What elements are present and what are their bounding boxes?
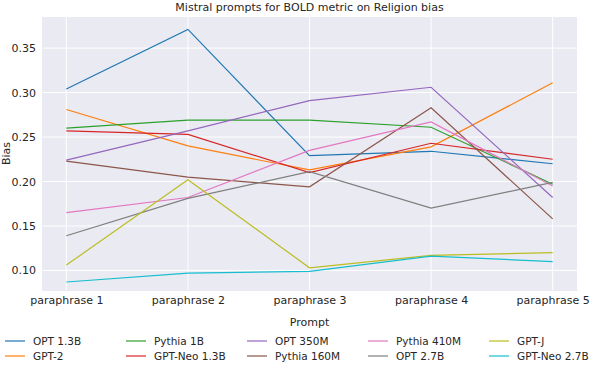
legend-item: OPT 1.3B bbox=[5, 335, 81, 347]
x-tick: paraphrase 5 bbox=[517, 290, 590, 307]
legend-label: OPT 350M bbox=[275, 335, 328, 347]
grid bbox=[42, 17, 577, 290]
y-tick-label: 0.25 bbox=[12, 131, 37, 144]
legend-label: OPT 2.7B bbox=[396, 350, 444, 362]
x-tick-label: paraphrase 5 bbox=[517, 294, 590, 307]
legend-swatch bbox=[247, 340, 267, 341]
legend-item: Pythia 1B bbox=[126, 335, 204, 347]
legend-swatch bbox=[489, 355, 509, 356]
title: Mistral prompts for BOLD metric on Relig… bbox=[175, 1, 444, 14]
legend-label: GPT-2 bbox=[33, 350, 63, 362]
series-line bbox=[66, 83, 552, 170]
y-tick: 0.15 bbox=[12, 220, 43, 233]
legend-label: GPT-Neo 1.3B bbox=[154, 350, 226, 362]
y-axis-title: Bias bbox=[0, 142, 13, 165]
legend-item: OPT 2.7B bbox=[368, 350, 444, 362]
legend-label: Pythia 1B bbox=[154, 335, 204, 347]
series-line bbox=[66, 108, 552, 219]
series-line bbox=[66, 87, 552, 197]
legend-item: OPT 350M bbox=[247, 335, 328, 347]
chart: 0.100.150.200.250.300.35paraphrase 1para… bbox=[0, 0, 594, 368]
x-tick: paraphrase 3 bbox=[273, 290, 346, 307]
legend-swatch bbox=[368, 355, 388, 356]
y-tick-label: 0.30 bbox=[12, 87, 37, 100]
x-tick: paraphrase 2 bbox=[152, 290, 225, 307]
legend-swatch bbox=[126, 340, 146, 341]
legend-item: Pythia 160M bbox=[247, 350, 340, 362]
y-tick-label: 0.20 bbox=[12, 176, 37, 189]
y-tick-label: 0.10 bbox=[12, 264, 37, 277]
legend-label: OPT 1.3B bbox=[33, 335, 81, 347]
legend-swatch bbox=[489, 340, 509, 341]
legend-label: Pythia 160M bbox=[275, 350, 340, 362]
series-line bbox=[66, 180, 552, 268]
x-tick-label: paraphrase 2 bbox=[152, 294, 225, 307]
legend-item: Pythia 410M bbox=[368, 335, 461, 347]
legend-item: GPT-2 bbox=[5, 350, 63, 362]
y-tick-label: 0.15 bbox=[12, 220, 37, 233]
series-line bbox=[66, 172, 552, 236]
y-tick: 0.30 bbox=[12, 87, 43, 100]
y-axis: 0.10 0.15 0.20 0.25 0.30 0.35 bbox=[12, 18, 43, 291]
grid-line bbox=[309, 17, 310, 290]
y-tick-label: 0.35 bbox=[12, 42, 37, 55]
x-axis: paraphrase 1 paraphrase 2 paraphrase 3 para… bbox=[30, 290, 590, 307]
legend-label: GPT-Neo 2.7B bbox=[517, 350, 589, 362]
grid-line bbox=[431, 17, 432, 290]
legend-label: GPT-J bbox=[517, 335, 544, 347]
grid-line bbox=[66, 17, 67, 290]
legend-item: GPT-J bbox=[489, 335, 544, 347]
grid-line bbox=[552, 17, 553, 290]
y-tick: 0.35 bbox=[12, 42, 43, 55]
legend-swatch bbox=[126, 355, 146, 356]
legend-item: GPT-Neo 1.3B bbox=[126, 350, 226, 362]
x-tick-label: paraphrase 3 bbox=[273, 294, 346, 307]
y-axis-line bbox=[42, 18, 43, 291]
y-tick: 0.10 bbox=[12, 264, 43, 277]
legend-swatch bbox=[368, 340, 388, 341]
x-axis-title: Prompt bbox=[290, 316, 330, 329]
lines bbox=[66, 29, 552, 282]
x-tick: paraphrase 1 bbox=[30, 290, 103, 307]
y-tick: 0.20 bbox=[12, 176, 43, 189]
y-tick: 0.25 bbox=[12, 131, 43, 144]
series-line bbox=[66, 256, 552, 282]
x-axis-line bbox=[43, 290, 578, 291]
series-line bbox=[66, 122, 552, 213]
legend: OPT 1.3B GPT-2 Pythia 1B GPT-Neo 1.3B OPT 35… bbox=[5, 335, 589, 362]
legend-swatch bbox=[5, 355, 25, 356]
grid-line bbox=[187, 17, 188, 290]
series-line bbox=[66, 29, 552, 163]
x-tick-label: paraphrase 4 bbox=[395, 294, 468, 307]
legend-item: GPT-Neo 2.7B bbox=[489, 350, 589, 362]
plot-background bbox=[42, 17, 577, 290]
legend-swatch bbox=[5, 340, 25, 341]
legend-swatch bbox=[247, 355, 267, 356]
x-tick-label: paraphrase 1 bbox=[30, 294, 103, 307]
legend-label: Pythia 410M bbox=[396, 335, 461, 347]
x-tick: paraphrase 4 bbox=[395, 290, 468, 307]
